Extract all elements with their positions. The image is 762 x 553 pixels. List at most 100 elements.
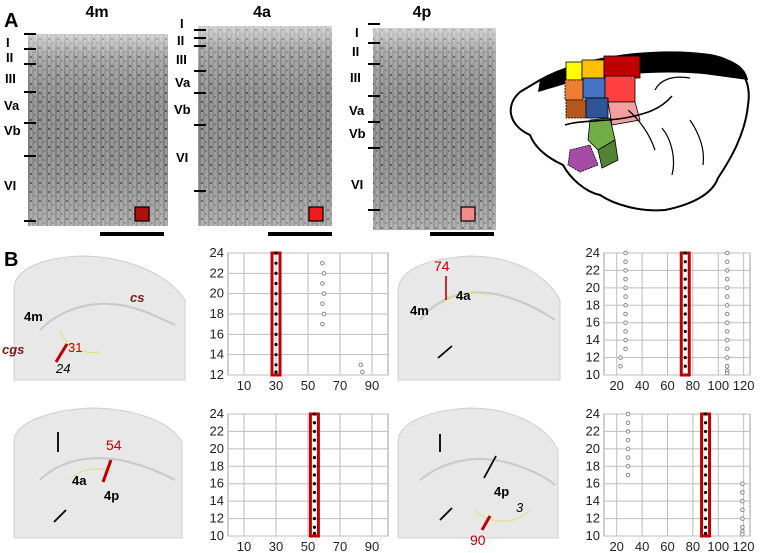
layer-label: Va: [175, 75, 191, 90]
section-silhouette: [13, 255, 186, 381]
data-point-other: [724, 346, 730, 352]
data-point-other: [623, 250, 628, 256]
brain-area: [565, 61, 583, 81]
boundary-line: [437, 345, 453, 359]
data-point-other: [740, 481, 745, 487]
data-point-selected: [703, 412, 708, 416]
layer-label: I: [180, 16, 184, 31]
data-point-other: [724, 337, 730, 343]
section-label: 4a: [456, 288, 471, 303]
gyrus-contour: [39, 457, 176, 481]
x-tick-label: 50: [301, 539, 315, 553]
data-point-other: [625, 446, 631, 452]
scatter-chart-3: 10 30 50 70 90 10 12 14 16 18 20 22 24: [210, 406, 389, 553]
data-point-other: [625, 455, 631, 460]
data-point-selected: [703, 482, 708, 486]
data-point-other: [358, 362, 364, 368]
swatch-4m: [134, 206, 150, 222]
data-point-selected: [274, 292, 278, 296]
layer-label: Va: [4, 98, 20, 113]
boundary-line: [483, 455, 497, 479]
y-tick-label: 22: [210, 423, 224, 438]
data-point-selected: [274, 271, 278, 275]
y-tick-label: 16: [586, 476, 600, 491]
section-label: 54: [106, 437, 122, 453]
layer-label: III: [176, 52, 187, 67]
sampling-line-red: [101, 459, 113, 483]
sulcus: [661, 127, 675, 176]
scatter-chart-1: 10 30 50 70 90 12 14 16 18 20 22 24: [210, 245, 389, 393]
x-tick-label: 80: [686, 378, 700, 393]
data-point-selected: [703, 473, 708, 477]
data-point-selected: [274, 251, 278, 255]
data-point-selected: [683, 268, 687, 273]
y-tick-label: 18: [210, 306, 224, 321]
data-point-other: [623, 311, 628, 317]
data-point-selected: [703, 447, 708, 451]
data-point-selected: [683, 251, 687, 255]
data-point-other: [618, 363, 623, 369]
y-tick-label: 24: [586, 406, 600, 421]
layer-label: Vb: [4, 123, 21, 138]
y-tick-label: 12: [210, 367, 224, 382]
data-point-selected: [312, 482, 316, 486]
data-point-selected: [274, 332, 278, 336]
scatter-chart-4: 20 40 60 80 100 120 10 12 14 16 18 20 22 24: [586, 406, 755, 553]
brain-area: [581, 59, 605, 81]
data-point-other: [623, 259, 628, 265]
data-point-selected: [312, 490, 316, 495]
layer-label: VI: [4, 178, 16, 193]
sulcus: [564, 95, 673, 126]
section-label: 24: [55, 361, 70, 376]
data-point-selected: [274, 322, 278, 326]
data-point-selected: [274, 342, 278, 347]
data-point-other: [623, 329, 628, 334]
y-tick-label: 16: [210, 476, 224, 491]
data-point-selected: [703, 490, 708, 495]
data-point-other: [625, 429, 631, 434]
gyrus-contour: [59, 329, 101, 354]
data-point-selected: [312, 455, 316, 460]
data-point-selected: [703, 438, 708, 442]
x-tick-label: 30: [269, 378, 283, 393]
data-point-other: [724, 294, 730, 299]
y-tick-label: 20: [586, 280, 600, 295]
gyrus-contour: [439, 292, 491, 306]
data-point-other: [724, 370, 730, 376]
section-silhouette: [397, 407, 559, 539]
layer-label: Va: [349, 103, 365, 118]
data-point-other: [740, 524, 745, 530]
data-point-selected: [312, 531, 316, 535]
y-tick-label: 12: [586, 511, 600, 526]
x-tick-label: 10: [237, 539, 251, 553]
section-label: 4m: [24, 309, 43, 324]
section-label: 4m: [410, 303, 429, 318]
layer-label: I: [6, 35, 10, 50]
scatter-chart-2: 20 40 60 80 100 120 10 12 14 16 18 20 22 24: [586, 245, 755, 393]
data-point-other: [625, 437, 631, 443]
data-point-other: [320, 260, 325, 266]
data-point-selected: [683, 329, 687, 334]
brain-area: [567, 144, 599, 173]
data-point-other: [320, 281, 325, 286]
data-point-other: [724, 302, 730, 308]
y-tick-label: 14: [586, 493, 600, 508]
data-point-other: [724, 311, 730, 317]
x-tick-label: 10: [237, 378, 251, 393]
data-point-selected: [274, 261, 278, 265]
data-point-selected: [703, 455, 708, 460]
layer-label: I: [355, 25, 359, 40]
x-tick-label: 20: [609, 378, 623, 393]
section-label: 74: [434, 258, 450, 274]
data-point-selected: [703, 429, 708, 434]
column-title-4a: 4a: [253, 4, 271, 21]
gyrus-contour: [39, 302, 176, 331]
data-point-other: [724, 259, 730, 265]
brain-area: [603, 55, 641, 79]
section-label: 4p: [104, 488, 119, 503]
x-tick-label: 120: [733, 378, 755, 393]
x-tick-label: 50: [301, 378, 315, 393]
data-point-other: [623, 285, 628, 291]
data-point-selected: [312, 464, 316, 468]
data-point-selected: [683, 321, 687, 325]
